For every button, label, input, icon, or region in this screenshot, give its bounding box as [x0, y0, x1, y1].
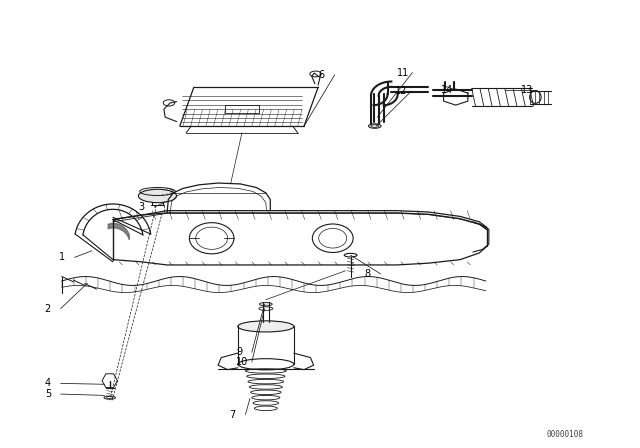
Ellipse shape: [369, 124, 381, 128]
Text: 14: 14: [441, 86, 453, 95]
Text: 1: 1: [59, 252, 65, 263]
Text: 4: 4: [45, 379, 51, 388]
Text: 7: 7: [230, 409, 236, 420]
Ellipse shape: [138, 189, 177, 202]
Text: 5: 5: [45, 389, 51, 399]
Text: 10: 10: [236, 357, 248, 367]
Text: 11: 11: [396, 68, 409, 78]
Text: 00000108: 00000108: [547, 430, 584, 439]
Text: 9: 9: [236, 347, 242, 357]
Text: 8: 8: [365, 269, 371, 279]
Text: 12: 12: [395, 86, 408, 96]
Ellipse shape: [259, 302, 272, 306]
Text: 2: 2: [45, 304, 51, 314]
Text: 3: 3: [138, 202, 145, 212]
Text: 13: 13: [521, 86, 533, 95]
Text: 6: 6: [319, 70, 325, 80]
Ellipse shape: [238, 321, 294, 332]
